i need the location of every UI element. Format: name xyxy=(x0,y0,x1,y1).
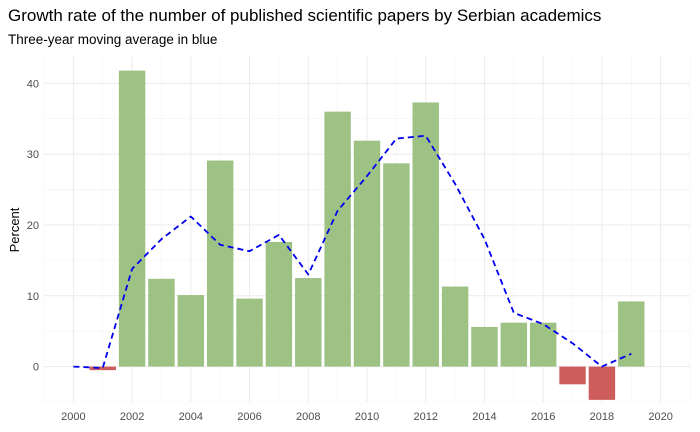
bar-2002 xyxy=(118,70,146,367)
y-tick-label-30: 30 xyxy=(27,149,39,161)
y-axis-label: Percent xyxy=(7,207,22,252)
bar-2019 xyxy=(618,301,645,367)
bar-2017 xyxy=(559,366,586,385)
x-tick-label-2008: 2008 xyxy=(296,411,320,423)
x-tick-label-2010: 2010 xyxy=(355,411,379,423)
chart-subtitle: Three-year moving average in blue xyxy=(8,32,218,47)
bar-2001 xyxy=(89,366,116,371)
bar-2014 xyxy=(471,326,498,367)
bar-2016 xyxy=(529,322,557,367)
x-tick-label-2006: 2006 xyxy=(237,411,261,423)
chart-title: Growth rate of the number of published s… xyxy=(8,6,602,25)
moving-average-line xyxy=(73,134,632,369)
bar-2003 xyxy=(148,278,175,367)
bar-2010 xyxy=(353,140,381,367)
x-tick-label-2018: 2018 xyxy=(590,411,614,423)
bar-2007 xyxy=(265,241,293,367)
x-tick-label-2016: 2016 xyxy=(531,411,555,423)
bar-2013 xyxy=(441,286,469,367)
y-tick-label-40: 40 xyxy=(27,78,39,90)
bar-2005 xyxy=(206,160,234,367)
bar-2006 xyxy=(236,298,263,367)
x-tick-label-2004: 2004 xyxy=(179,411,203,423)
moving-average-layer xyxy=(73,134,632,369)
y-tick-label-10: 10 xyxy=(27,291,39,303)
x-tick-label-2012: 2012 xyxy=(413,411,437,423)
x-tick-label-2020: 2020 xyxy=(648,411,672,423)
x-tick-label-2000: 2000 xyxy=(61,411,85,423)
x-tick-label-2002: 2002 xyxy=(120,411,144,423)
y-tick-label-0: 0 xyxy=(33,362,39,374)
y-tick-label-20: 20 xyxy=(27,220,39,232)
bar-2018 xyxy=(588,366,616,400)
bar-2008 xyxy=(295,278,322,367)
bar-2009 xyxy=(324,111,351,367)
x-tick-label-2014: 2014 xyxy=(472,411,496,423)
bars xyxy=(89,70,645,400)
bar-2015 xyxy=(500,322,528,367)
bar-2012 xyxy=(412,102,439,367)
tick-labels: 2000 2002 2004 2006 2008 2010 2012 2014 2016 2018… xyxy=(27,78,673,423)
bar-2004 xyxy=(177,295,205,367)
bar-2011 xyxy=(383,163,410,367)
